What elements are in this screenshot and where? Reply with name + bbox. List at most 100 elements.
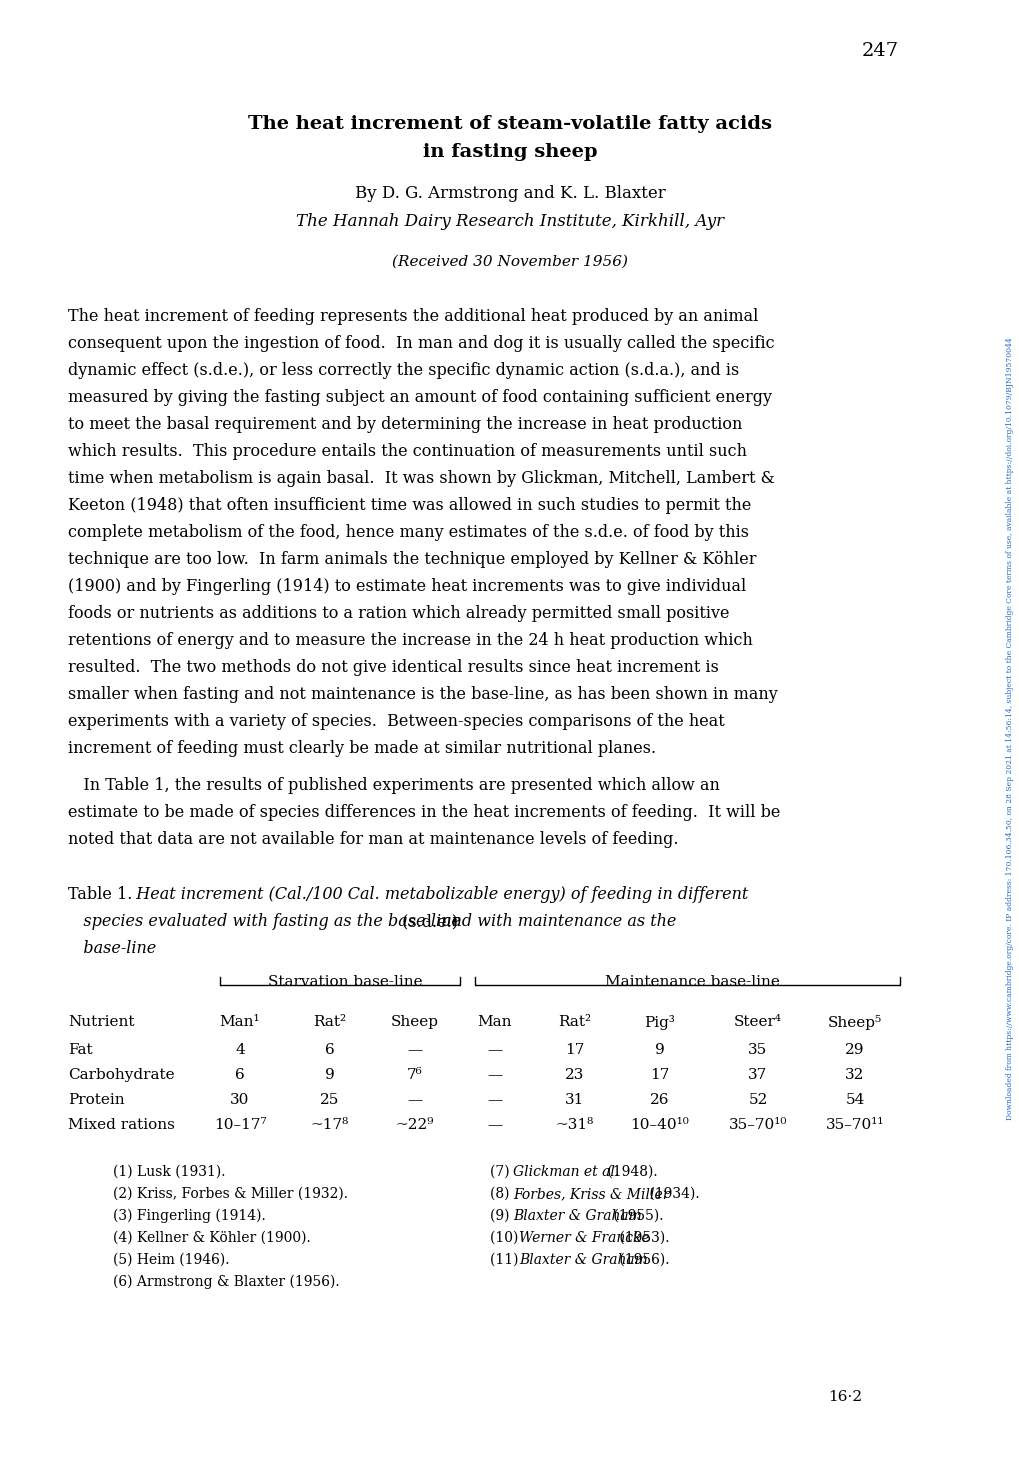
Text: Fat: Fat [68, 1043, 93, 1056]
Text: (2) Kriss, Forbes & Miller (1932).: (2) Kriss, Forbes & Miller (1932). [113, 1187, 347, 1201]
Text: 35: 35 [748, 1043, 767, 1056]
Text: Heat increment (Cal./100 Cal. metabolizable energy) of feeding in different: Heat increment (Cal./100 Cal. metaboliza… [126, 886, 748, 903]
Text: 25: 25 [320, 1093, 339, 1107]
Text: (1956).: (1956). [614, 1253, 668, 1268]
Text: 6: 6 [235, 1068, 245, 1083]
Text: 16·2: 16·2 [827, 1390, 861, 1405]
Text: (6) Armstrong & Blaxter (1956).: (6) Armstrong & Blaxter (1956). [113, 1275, 339, 1289]
Text: Steer⁴: Steer⁴ [734, 1016, 782, 1029]
Text: Keeton (1948) that often insufficient time was allowed in such studies to permit: Keeton (1948) that often insufficient ti… [68, 497, 751, 514]
Text: 10–17⁷: 10–17⁷ [213, 1118, 266, 1132]
Text: 54: 54 [845, 1093, 864, 1107]
Text: (9): (9) [489, 1209, 514, 1222]
Text: increment of feeding must clearly be made at similar nutritional planes.: increment of feeding must clearly be mad… [68, 740, 655, 758]
Text: 17: 17 [565, 1043, 584, 1056]
Text: Carbohydrate: Carbohydrate [68, 1068, 174, 1083]
Text: experiments with a variety of species.  Between-species comparisons of the heat: experiments with a variety of species. B… [68, 712, 725, 730]
Text: Starvation base-line: Starvation base-line [267, 975, 422, 989]
Text: complete metabolism of the food, hence many estimates of the s.d.e. of food by t: complete metabolism of the food, hence m… [68, 525, 748, 541]
Text: By D. G. Armstrong and K. L. Blaxter: By D. G. Armstrong and K. L. Blaxter [355, 185, 664, 203]
Text: estimate to be made of species differences in the heat increments of feeding.  I: estimate to be made of species differenc… [68, 804, 780, 820]
Text: The Hannah Dairy Research Institute, Kirkhill, Ayr: The Hannah Dairy Research Institute, Kir… [296, 213, 723, 230]
Text: which results.  This procedure entails the continuation of measurements until su: which results. This procedure entails th… [68, 443, 746, 460]
Text: 17: 17 [650, 1068, 669, 1083]
Text: Table 1.: Table 1. [68, 886, 132, 903]
Text: Maintenance base-line: Maintenance base-line [604, 975, 780, 989]
Text: 9: 9 [654, 1043, 664, 1056]
Text: Protein: Protein [68, 1093, 124, 1107]
Text: 35–70¹¹: 35–70¹¹ [825, 1118, 883, 1132]
Text: 32: 32 [845, 1068, 864, 1083]
Text: Blaxter & Graham: Blaxter & Graham [519, 1253, 647, 1268]
Text: (11): (11) [489, 1253, 523, 1268]
Text: consequent upon the ingestion of food.  In man and dog it is usually called the : consequent upon the ingestion of food. I… [68, 335, 773, 353]
Text: species evaluated with fasting as the base-line: species evaluated with fasting as the ba… [68, 914, 461, 930]
Text: (8): (8) [489, 1187, 514, 1201]
Text: —: — [487, 1068, 502, 1083]
Text: (s.d.e.): (s.d.e.) [396, 914, 458, 930]
Text: measured by giving the fasting subject an amount of food containing sufficient e: measured by giving the fasting subject a… [68, 389, 771, 407]
Text: Downloaded from https://www.cambridge.org/core. IP address: 170.106.34.50, on 28: Downloaded from https://www.cambridge.or… [1005, 338, 1013, 1120]
Text: 26: 26 [650, 1093, 669, 1107]
Text: Forbes, Kriss & Miller: Forbes, Kriss & Miller [513, 1187, 668, 1201]
Text: 30: 30 [230, 1093, 250, 1107]
Text: —: — [407, 1043, 422, 1056]
Text: (1) Lusk (1931).: (1) Lusk (1931). [113, 1166, 225, 1179]
Text: Pig³: Pig³ [644, 1016, 675, 1030]
Text: 9: 9 [325, 1068, 334, 1083]
Text: 31: 31 [565, 1093, 584, 1107]
Text: 29: 29 [845, 1043, 864, 1056]
Text: in fasting sheep: in fasting sheep [422, 143, 597, 162]
Text: (1948).: (1948). [602, 1166, 657, 1179]
Text: —: — [487, 1118, 502, 1132]
Text: and with maintenance as the: and with maintenance as the [436, 914, 676, 930]
Text: 35–70¹⁰: 35–70¹⁰ [729, 1118, 787, 1132]
Text: (10): (10) [489, 1231, 523, 1244]
Text: ~17⁸: ~17⁸ [311, 1118, 348, 1132]
Text: smaller when fasting and not maintenance is the base-line, as has been shown in : smaller when fasting and not maintenance… [68, 686, 777, 702]
Text: technique are too low.  In farm animals the technique employed by Kellner & Köhl: technique are too low. In farm animals t… [68, 551, 756, 568]
Text: —: — [407, 1093, 422, 1107]
Text: dynamic effect (s.d.e.), or less correctly the specific dynamic action (s.d.a.),: dynamic effect (s.d.e.), or less correct… [68, 361, 739, 379]
Text: ~31⁸: ~31⁸ [555, 1118, 593, 1132]
Text: foods or nutrients as additions to a ration which already permitted small positi: foods or nutrients as additions to a rat… [68, 605, 729, 622]
Text: The heat increment of feeding represents the additional heat produced by an anim: The heat increment of feeding represents… [68, 307, 758, 325]
Text: The heat increment of steam-volatile fatty acids: The heat increment of steam-volatile fat… [248, 115, 771, 133]
Text: In Table 1, the results of published experiments are presented which allow an: In Table 1, the results of published exp… [68, 777, 719, 794]
Text: Glickman et al.: Glickman et al. [513, 1166, 619, 1179]
Text: to meet the basal requirement and by determining the increase in heat production: to meet the basal requirement and by det… [68, 417, 742, 433]
Text: 6: 6 [325, 1043, 334, 1056]
Text: Sheep: Sheep [390, 1016, 438, 1029]
Text: Werner & Francke: Werner & Francke [519, 1231, 649, 1244]
Text: 23: 23 [565, 1068, 584, 1083]
Text: (1953).: (1953). [614, 1231, 668, 1244]
Text: resulted.  The two methods do not give identical results since heat increment is: resulted. The two methods do not give id… [68, 659, 718, 676]
Text: —: — [487, 1043, 502, 1056]
Text: (1900) and by Fingerling (1914) to estimate heat increments was to give individu: (1900) and by Fingerling (1914) to estim… [68, 578, 746, 594]
Text: (1955).: (1955). [608, 1209, 663, 1222]
Text: (5) Heim (1946).: (5) Heim (1946). [113, 1253, 229, 1268]
Text: Rat²: Rat² [313, 1016, 346, 1029]
Text: Blaxter & Graham: Blaxter & Graham [513, 1209, 641, 1222]
Text: 7⁶: 7⁶ [407, 1068, 423, 1083]
Text: 10–40¹⁰: 10–40¹⁰ [630, 1118, 689, 1132]
Text: base-line: base-line [68, 940, 156, 957]
Text: Nutrient: Nutrient [68, 1016, 135, 1029]
Text: (Received 30 November 1956): (Received 30 November 1956) [391, 255, 628, 270]
Text: Rat²: Rat² [557, 1016, 591, 1029]
Text: (1934).: (1934). [645, 1187, 699, 1201]
Text: 37: 37 [748, 1068, 767, 1083]
Text: 52: 52 [748, 1093, 767, 1107]
Text: —: — [487, 1093, 502, 1107]
Text: time when metabolism is again basal.  It was shown by Glickman, Mitchell, Lamber: time when metabolism is again basal. It … [68, 471, 774, 487]
Text: 4: 4 [235, 1043, 245, 1056]
Text: (4) Kellner & Köhler (1900).: (4) Kellner & Köhler (1900). [113, 1231, 311, 1244]
Text: ~22⁹: ~22⁹ [395, 1118, 434, 1132]
Text: retentions of energy and to measure the increase in the 24 h heat production whi: retentions of energy and to measure the … [68, 632, 752, 648]
Text: Sheep⁵: Sheep⁵ [827, 1016, 881, 1030]
Text: noted that data are not available for man at maintenance levels of feeding.: noted that data are not available for ma… [68, 830, 678, 848]
Text: Man: Man [477, 1016, 512, 1029]
Text: 247: 247 [861, 42, 898, 60]
Text: (7): (7) [489, 1166, 514, 1179]
Text: (3) Fingerling (1914).: (3) Fingerling (1914). [113, 1209, 266, 1224]
